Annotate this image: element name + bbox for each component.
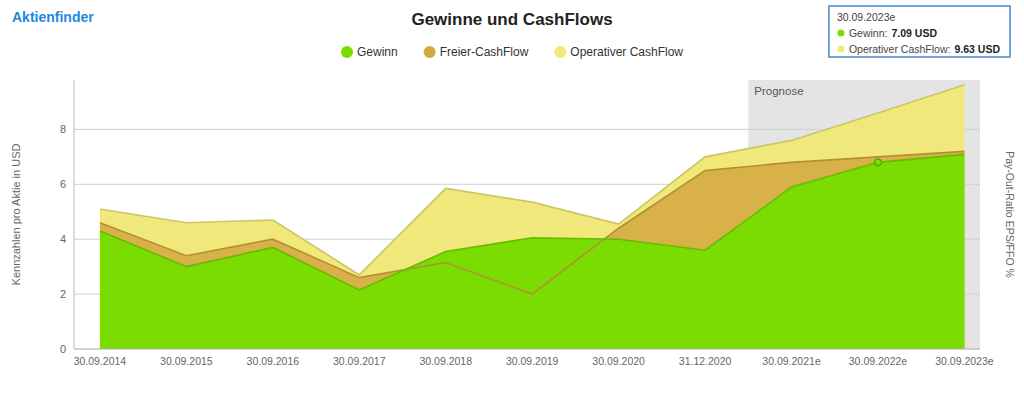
- x-tick-label: 30.09.2016: [247, 355, 300, 367]
- y-tick-label: 8: [60, 123, 66, 135]
- highlight-point: [874, 159, 881, 166]
- x-tick-label: 30.09.2014: [74, 355, 127, 367]
- tooltip-label: Operativer CashFlow:: [849, 43, 951, 55]
- x-tick-label: 30.09.2017: [333, 355, 386, 367]
- x-tick-label: 30.09.2019: [506, 355, 559, 367]
- x-tick-label: 31.12.2020: [679, 355, 732, 367]
- plot-area: [100, 85, 965, 349]
- x-tick-label: 30.09.2022e: [849, 355, 908, 367]
- legend-marker: [424, 46, 436, 58]
- area-fill: [100, 85, 965, 349]
- chart: 0 2 4 6 8 30.09.2014 30.09.2015 30.09.2016 30.09…: [0, 0, 1024, 401]
- forecast-label: Prognose: [754, 85, 803, 97]
- legend-marker: [554, 46, 566, 58]
- x-tick-label: 30.09.2020: [592, 355, 645, 367]
- legend-label: Gewinn: [357, 45, 398, 59]
- tooltip-value: 7.09 USD: [891, 27, 937, 39]
- area-line: [100, 85, 965, 275]
- legend-marker: [341, 46, 353, 58]
- tooltip-label: Gewinn:: [849, 27, 888, 39]
- area-line: [100, 154, 965, 290]
- x-tick-label: 30.09.2018: [419, 355, 472, 367]
- y-axis-label: Kennzahlen pro Aktie in USD: [10, 144, 22, 286]
- source-label: Aktienfinder: [12, 9, 94, 25]
- tooltip: 30.09.2023e Gewinn:7.09 USD Operativer Cas…: [829, 6, 1010, 57]
- tooltip-dot: [837, 30, 844, 37]
- area-line: [100, 151, 965, 294]
- y-tick-label: 2: [60, 288, 66, 300]
- tooltip-title: 30.09.2023e: [837, 11, 896, 23]
- legend-label: Freier-CashFlow: [440, 45, 529, 59]
- y-tick-label: 0: [60, 343, 66, 355]
- y-tick-label: 6: [60, 178, 66, 190]
- x-tick-label: 30.09.2015: [160, 355, 213, 367]
- title: Gewinne und CashFlows: [411, 10, 612, 29]
- tooltip-dot: [837, 46, 844, 53]
- y-tick-label: 4: [60, 233, 66, 245]
- tooltip-value: 9.63 USD: [954, 43, 1000, 55]
- x-tick-label: 30.09.2023e: [935, 355, 994, 367]
- y2-axis-label: Pay-Out-Ratio EPS/FFO %: [1004, 151, 1016, 278]
- legend-label: Operativer CashFlow: [570, 45, 683, 59]
- grid-line: [74, 349, 980, 350]
- x-tick-label: 30.09.2021e: [762, 355, 821, 367]
- area-fill: [100, 151, 965, 349]
- legend: Gewinn Freier-CashFlow Operativer CashFlow: [341, 45, 683, 59]
- tooltip-box: [829, 6, 1010, 57]
- area-fill: [100, 154, 965, 349]
- y-axis-line: [74, 80, 75, 349]
- x-axis-line: [74, 349, 980, 350]
